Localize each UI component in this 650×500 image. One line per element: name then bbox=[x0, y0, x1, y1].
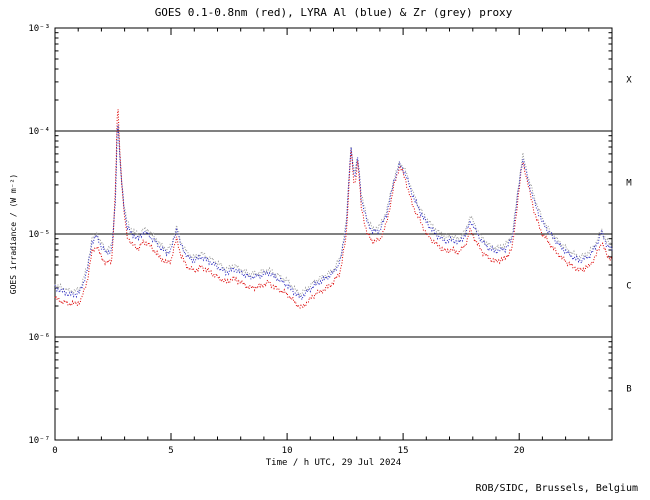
y-axis-label: GOES irradiance / (W m⁻²) bbox=[9, 174, 18, 294]
flare-class-label: B bbox=[626, 385, 631, 395]
y-tick-label: 10⁻⁷ bbox=[28, 436, 50, 446]
flare-class-label: X bbox=[626, 76, 632, 86]
series-lyra-zr-proxy bbox=[54, 125, 613, 297]
flare-class-label: M bbox=[626, 179, 632, 189]
y-tick-label: 10⁻³ bbox=[28, 24, 50, 34]
x-tick-label: 20 bbox=[514, 446, 525, 456]
chart-title: GOES 0.1-0.8nm (red), LYRA Al (blue) & Z… bbox=[154, 6, 513, 19]
y-tick-label: 10⁻⁶ bbox=[28, 333, 50, 343]
flare-class-label: C bbox=[626, 282, 631, 292]
x-tick-label: 0 bbox=[52, 446, 57, 456]
y-tick-label: 10⁻⁴ bbox=[28, 127, 50, 137]
x-tick-label: 10 bbox=[282, 446, 293, 456]
x-tick-label: 5 bbox=[168, 446, 173, 456]
y-tick-label: 10⁻⁵ bbox=[28, 230, 50, 240]
x-axis-label: Time / h UTC, 29 Jul 2024 bbox=[265, 458, 402, 468]
credit-text: ROB/SIDC, Brussels, Belgium bbox=[475, 483, 638, 494]
series-lyra-al-proxy bbox=[54, 124, 613, 302]
series-goes-0-1-0-8nm bbox=[54, 109, 613, 309]
x-tick-label: 15 bbox=[398, 446, 409, 456]
